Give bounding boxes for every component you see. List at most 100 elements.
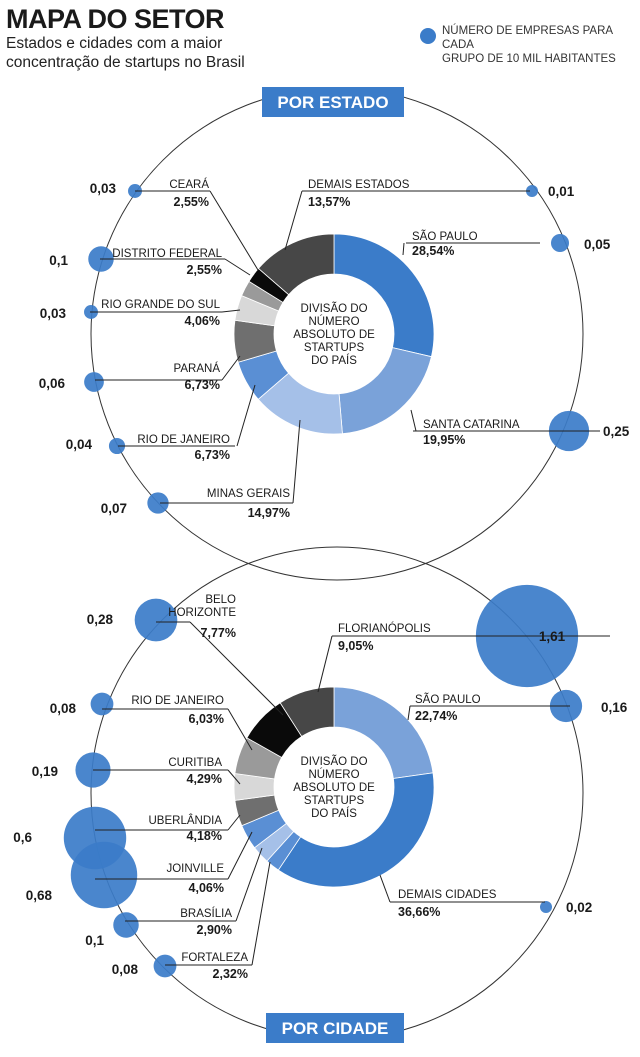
leader-estado-rio-de-janeiro bbox=[236, 384, 256, 447]
slice-name-estado-distrito-federal: DISTRITO FEDERAL bbox=[112, 248, 222, 260]
chart-title: MAPA DO SETOR bbox=[6, 4, 225, 34]
slice-name-estado-minas-gerais: MINAS GERAIS bbox=[207, 488, 290, 500]
bubble-estado-minas-gerais bbox=[147, 492, 169, 514]
bubble-value-estado-demais-estados: 0,01 bbox=[548, 184, 575, 199]
slice-name-cidade-joinville: JOINVILLE bbox=[166, 863, 224, 875]
slice-pct-estado-parana: 6,73% bbox=[185, 378, 220, 392]
bubble-value-cidade-joinville: 0,68 bbox=[26, 888, 53, 903]
subtitle-line-2: concentração de startups no Brasil bbox=[6, 54, 245, 71]
bubble-value-cidade-rio-de-janeiro: 0,08 bbox=[50, 701, 77, 716]
donut-center-label-cidade-5: DO PAÍS bbox=[311, 807, 357, 820]
bubble-cidade-belo-horizonte bbox=[134, 598, 178, 642]
slice-name-cidade-florianopolis: FLORIANÓPOLIS bbox=[338, 622, 431, 635]
bubble-value-cidade-florianopolis: 1,61 bbox=[539, 629, 566, 644]
bubble-cidade-brasilia bbox=[113, 912, 139, 938]
legend-text-line-2: GRUPO DE 10 MIL HABITANTES bbox=[442, 53, 616, 65]
slice-name-cidade-uberlandia: UBERLÂNDIA bbox=[149, 814, 223, 827]
leader-estado-sao-paulo bbox=[402, 242, 405, 256]
legend: NÚMERO DE EMPRESAS PARA CADA GRUPO DE 10… bbox=[420, 24, 635, 66]
bubble-cidade-uberlandia bbox=[63, 806, 127, 870]
bubble-value-cidade-demais-cidades: 0,02 bbox=[566, 900, 592, 915]
leader-cidade-rio-de-janeiro bbox=[227, 708, 253, 751]
slice-name-estado-demais-estados: DEMAIS ESTADOS bbox=[308, 179, 410, 191]
slice-pct-estado-rio-de-janeiro: 6,73% bbox=[195, 448, 230, 462]
leader-cidade-belo-horizonte bbox=[189, 621, 284, 716]
leader-cidade-uberlandia bbox=[227, 814, 241, 831]
legend-bubble-icon bbox=[420, 28, 436, 44]
bubble-value-cidade-fortaleza: 0,08 bbox=[112, 962, 139, 977]
slice-name-cidade-brasilia: BRASÍLIA bbox=[180, 907, 232, 920]
slice-name-cidade-belo-horizonte-1: BELO bbox=[205, 594, 236, 606]
slice-name-estado-sao-paulo: SÃO PAULO bbox=[412, 230, 478, 243]
donut-center-label-cidade-2: NÚMERO bbox=[308, 768, 359, 781]
donut-center-label-estado-4: STARTUPS bbox=[304, 342, 365, 354]
bubble-estado-rio-de-janeiro bbox=[108, 437, 126, 455]
legend-text-line-1: NÚMERO DE EMPRESAS PARA CADA bbox=[442, 25, 613, 51]
leader-estado-parana bbox=[221, 355, 241, 381]
bubble-value-estado-ceara: 0,03 bbox=[90, 181, 117, 196]
slice-pct-cidade-florianopolis: 9,05% bbox=[338, 639, 373, 653]
slice-name-estado-rio-grande-do-sul: RIO GRANDE DO SUL bbox=[101, 299, 220, 311]
slice-pct-cidade-sao-paulo: 22,74% bbox=[415, 709, 457, 723]
banner-cidade bbox=[266, 1013, 404, 1043]
donut-center-label-estado-2: NÚMERO bbox=[308, 315, 359, 328]
slice-name-estado-santa-catarina: SANTA CATARINA bbox=[423, 419, 520, 431]
bubble-value-cidade-brasilia: 0,1 bbox=[85, 933, 104, 948]
bubble-value-cidade-belo-horizonte: 0,28 bbox=[87, 612, 114, 627]
slice-name-cidade-sao-paulo: SÃO PAULO bbox=[415, 693, 481, 706]
header: MAPA DO SETOR Estados e cidades com a ma… bbox=[6, 4, 406, 72]
bubble-cidade-fortaleza bbox=[153, 954, 177, 978]
leader-cidade-florianopolis bbox=[317, 635, 333, 693]
donut-center-label-estado-5: DO PAÍS bbox=[311, 354, 357, 367]
leader-estado-ceara bbox=[209, 190, 259, 271]
leader-cidade-sao-paulo bbox=[407, 705, 411, 721]
slice-pct-estado-distrito-federal: 2,55% bbox=[187, 263, 222, 277]
leader-estado-santa-catarina bbox=[410, 409, 417, 432]
slice-pct-cidade-demais-cidades: 36,66% bbox=[398, 905, 440, 919]
bubble-estado-sao-paulo bbox=[550, 233, 570, 253]
slice-name-cidade-fortaleza: FORTALEZA bbox=[181, 952, 248, 964]
banner-label-cidade: POR CIDADE bbox=[282, 1019, 389, 1038]
slice-pct-estado-sao-paulo: 28,54% bbox=[412, 244, 454, 258]
donut-slice-estado-demais-estados bbox=[257, 233, 335, 296]
slice-pct-cidade-brasilia: 2,90% bbox=[197, 923, 232, 937]
bubble-value-estado-distrito-federal: 0,1 bbox=[49, 253, 68, 268]
bubble-value-estado-rio-de-janeiro: 0,04 bbox=[66, 437, 93, 452]
slice-name-cidade-rio-de-janeiro: RIO DE JANEIRO bbox=[131, 695, 224, 707]
leader-estado-rio-grande-do-sul bbox=[221, 309, 241, 313]
slice-pct-estado-santa-catarina: 19,95% bbox=[423, 433, 465, 447]
slice-name-estado-parana: PARANÁ bbox=[174, 362, 221, 375]
slice-name-estado-ceara: CEARÁ bbox=[169, 178, 209, 191]
donut-slice-cidade-demais-cidades bbox=[277, 772, 435, 888]
slice-name-cidade-demais-cidades: DEMAIS CIDADES bbox=[398, 889, 497, 901]
donut-center-label-cidade-4: STARTUPS bbox=[304, 795, 365, 807]
bubble-value-cidade-uberlandia: 0,6 bbox=[13, 830, 32, 845]
bubble-cidade-demais-cidades bbox=[540, 901, 552, 913]
slice-pct-cidade-curitiba: 4,29% bbox=[187, 772, 222, 786]
donut-slice-estado-sao-paulo bbox=[333, 233, 435, 358]
leader-cidade-joinville bbox=[227, 831, 253, 880]
bubble-estado-parana bbox=[84, 372, 104, 392]
leader-estado-distrito-federal bbox=[224, 258, 251, 276]
bubble-estado-demais-estados bbox=[526, 185, 538, 197]
bubble-value-estado-santa-catarina: 0,25 bbox=[603, 424, 630, 439]
leader-cidade-brasilia bbox=[235, 847, 263, 922]
donut-center-label-estado-3: ABSOLUTO DE bbox=[293, 329, 375, 341]
slice-pct-cidade-fortaleza: 2,32% bbox=[213, 967, 248, 981]
donut-center-label-estado-1: DIVISÃO DO bbox=[300, 302, 367, 315]
bubble-value-estado-sao-paulo: 0,05 bbox=[584, 237, 611, 252]
slice-pct-estado-ceara: 2,55% bbox=[174, 195, 209, 209]
bubble-cidade-rio-de-janeiro bbox=[90, 692, 114, 716]
slice-name-cidade-belo-horizonte-2: HORIZONTE bbox=[168, 607, 236, 619]
donut-center-label-cidade-1: DIVISÃO DO bbox=[300, 755, 367, 768]
donut-center-label-cidade-3: ABSOLUTO DE bbox=[293, 782, 375, 794]
bubble-value-cidade-curitiba: 0,19 bbox=[32, 764, 58, 779]
bubble-value-estado-parana: 0,06 bbox=[39, 376, 66, 391]
slice-pct-estado-minas-gerais: 14,97% bbox=[248, 506, 290, 520]
bubble-value-cidade-sao-paulo: 0,16 bbox=[601, 700, 628, 715]
slice-pct-estado-rio-grande-do-sul: 4,06% bbox=[185, 314, 220, 328]
slice-pct-cidade-uberlandia: 4,18% bbox=[187, 829, 222, 843]
leader-cidade-demais-cidades bbox=[379, 874, 391, 903]
slice-pct-cidade-belo-horizonte: 7,77% bbox=[201, 626, 236, 640]
slice-pct-cidade-joinville: 4,06% bbox=[189, 881, 224, 895]
